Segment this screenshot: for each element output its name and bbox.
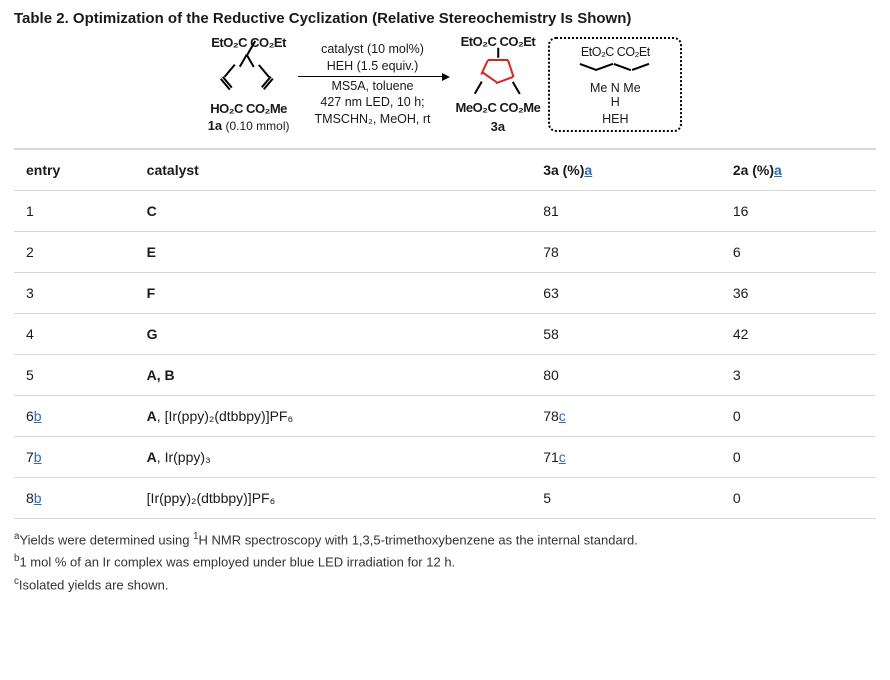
entry-fn-link[interactable]: b xyxy=(34,408,42,424)
yield-2a-cell: 42 xyxy=(721,313,876,354)
reaction-arrow xyxy=(298,76,448,77)
entry-cell: 2 xyxy=(14,231,135,272)
heh-top: EtO₂C CO₂Et xyxy=(581,45,650,59)
reaction-conditions: catalyst (10 mol%) HEH (1.5 equiv.) MS5A… xyxy=(298,41,448,128)
sm-id: 1a xyxy=(208,118,222,133)
yield-3a-cell: 58 xyxy=(531,313,721,354)
prod-skeleton xyxy=(458,51,538,99)
table-row: 6bA, [Ir(ppy)₂(dtbbpy)]PF₆78c0 xyxy=(14,395,876,436)
table-row: 4G5842 xyxy=(14,313,876,354)
col-3a-header: 3a (%)a xyxy=(531,149,721,191)
footnote-a: aYields were determined using 1H NMR spe… xyxy=(14,529,876,551)
yield-3a-cell: 63 xyxy=(531,272,721,313)
yield-2a-cell: 0 xyxy=(721,477,876,518)
catalyst-cell: E xyxy=(135,231,532,272)
catalyst-cell: F xyxy=(135,272,532,313)
yield-2a-cell: 0 xyxy=(721,436,876,477)
heh-inset: EtO₂C CO₂Et Me N Me H HEH xyxy=(548,37,682,133)
footnote-b: b1 mol % of an Ir complex was employed u… xyxy=(14,551,876,573)
sm-bottom-label: HO₂C CO₂Me xyxy=(210,102,287,116)
cond-line-2: HEH (1.5 equiv.) xyxy=(327,58,418,75)
col-catalyst-header: catalyst xyxy=(135,149,532,191)
table-row: 5A, B803 xyxy=(14,354,876,395)
yield-3a-cell: 5 xyxy=(531,477,721,518)
cond-line-1: catalyst (10 mol%) xyxy=(321,41,424,58)
entry-fn-link[interactable]: b xyxy=(34,490,42,506)
table-row: 7bA, Ir(ppy)₃71c0 xyxy=(14,436,876,477)
table-header-row: entry catalyst 3a (%)a 2a (%)a xyxy=(14,149,876,191)
col-2a-header: 2a (%)a xyxy=(721,149,876,191)
sm-amount: (0.10 mmol) xyxy=(226,119,290,133)
cond-line-3: MS5A, toluene xyxy=(332,78,414,95)
yield-3a-cell: 71c xyxy=(531,436,721,477)
yield-2a-cell: 6 xyxy=(721,231,876,272)
yield-3a-fn-link[interactable]: c xyxy=(559,449,566,465)
yield-3a-cell: 81 xyxy=(531,190,721,231)
entry-cell: 4 xyxy=(14,313,135,354)
col-entry-header: entry xyxy=(14,149,135,191)
heh-label: HEH xyxy=(602,112,628,126)
table-row: 8b[Ir(ppy)₂(dtbbpy)]PF₆50 xyxy=(14,477,876,518)
col-3a-text: 3a (%) xyxy=(543,162,584,178)
entry-cell: 8b xyxy=(14,477,135,518)
footnote-c: cIsolated yields are shown. xyxy=(14,574,876,596)
entry-cell: 3 xyxy=(14,272,135,313)
table-title: Table 2. Optimization of the Reductive C… xyxy=(14,10,876,27)
product: EtO₂C CO₂Et MeO₂C CO₂Me 3a xyxy=(456,35,541,134)
table-row: 1C8116 xyxy=(14,190,876,231)
yield-3a-cell: 80 xyxy=(531,354,721,395)
cond-line-5: TMSCHN₂, MeOH, rt xyxy=(315,111,431,128)
entry-fn-link[interactable]: b xyxy=(34,449,42,465)
entry-cell: 5 xyxy=(14,354,135,395)
entry-cell: 1 xyxy=(14,190,135,231)
yield-3a-fn-link[interactable]: c xyxy=(559,408,566,424)
sm-skeleton xyxy=(209,52,289,100)
yield-2a-cell: 0 xyxy=(721,395,876,436)
table-row: 3F6336 xyxy=(14,272,876,313)
catalyst-cell: A, [Ir(ppy)₂(dtbbpy)]PF₆ xyxy=(135,395,532,436)
catalyst-cell: C xyxy=(135,190,532,231)
yield-3a-cell: 78 xyxy=(531,231,721,272)
catalyst-cell: [Ir(ppy)₂(dtbbpy)]PF₆ xyxy=(135,477,532,518)
results-table: entry catalyst 3a (%)a 2a (%)a 1C81162E7… xyxy=(14,148,876,519)
prod-bottom-label: MeO₂C CO₂Me xyxy=(456,101,541,115)
heh-skeleton xyxy=(560,59,670,81)
entry-cell: 6b xyxy=(14,395,135,436)
yield-2a-cell: 3 xyxy=(721,354,876,395)
entry-cell: 7b xyxy=(14,436,135,477)
col-2a-fn-link[interactable]: a xyxy=(774,162,782,178)
yield-3a-cell: 78c xyxy=(531,395,721,436)
yield-2a-cell: 36 xyxy=(721,272,876,313)
col-2a-text: 2a (%) xyxy=(733,162,774,178)
col-3a-fn-link[interactable]: a xyxy=(584,162,592,178)
reaction-scheme: EtO₂C CO₂Et HO₂C CO₂Me 1a (0.10 mmol) ca… xyxy=(14,35,876,134)
yield-2a-cell: 16 xyxy=(721,190,876,231)
table-row: 2E786 xyxy=(14,231,876,272)
cond-line-4: 427 nm LED, 10 h; xyxy=(320,94,424,111)
catalyst-cell: A, Ir(ppy)₃ xyxy=(135,436,532,477)
heh-mid-1: Me N Me xyxy=(590,81,641,95)
heh-mid-2: H xyxy=(611,95,620,109)
sm-id-line: 1a (0.10 mmol) xyxy=(208,119,290,133)
starting-material: EtO₂C CO₂Et HO₂C CO₂Me 1a (0.10 mmol) xyxy=(208,36,290,133)
table-footnotes: aYields were determined using 1H NMR spe… xyxy=(14,529,876,596)
catalyst-cell: A, B xyxy=(135,354,532,395)
catalyst-cell: G xyxy=(135,313,532,354)
prod-id: 3a xyxy=(491,120,505,134)
